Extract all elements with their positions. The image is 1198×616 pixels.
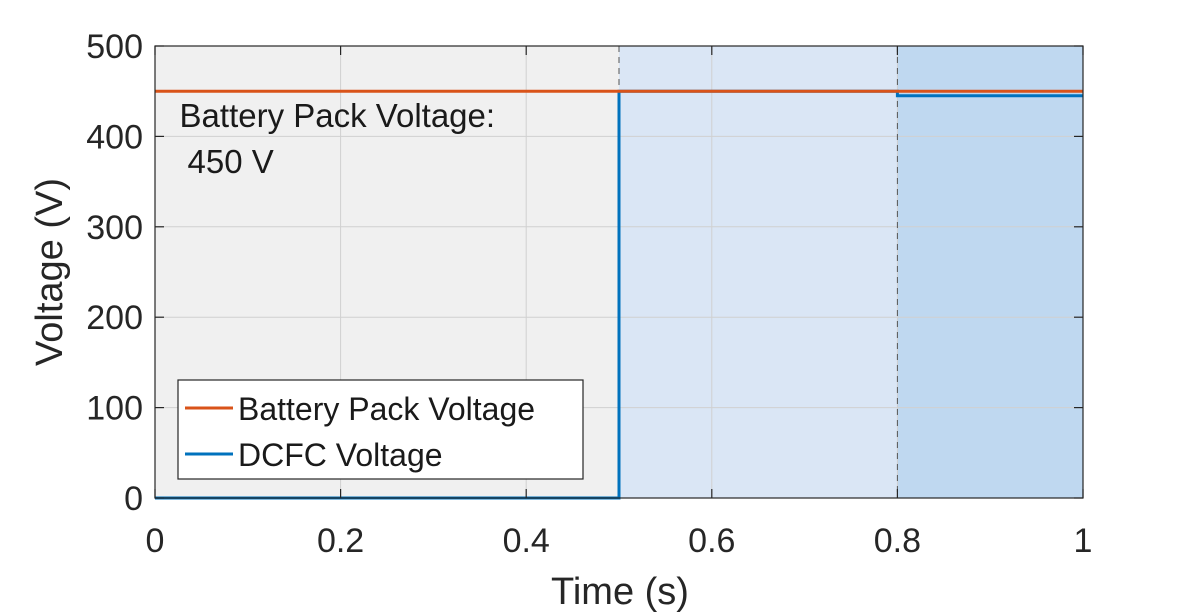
region-1: [619, 46, 898, 498]
x-tick-label-4: 0.8: [874, 522, 921, 560]
x-tick-label-1: 0.2: [317, 522, 364, 560]
y-tick-label-5: 500: [86, 28, 143, 66]
legend-label-battery: Battery Pack Voltage: [238, 391, 535, 427]
y-ticks: 0 100 200 300 400 500: [86, 28, 1083, 518]
y-tick-label-2: 200: [86, 299, 143, 337]
x-axis-label: Time (s): [551, 571, 689, 613]
legend-label-dcfc: DCFC Voltage: [238, 437, 443, 473]
y-tick-label-0: 0: [124, 480, 143, 518]
x-tick-label-3: 0.6: [688, 522, 735, 560]
y-tick-label-1: 100: [86, 390, 143, 428]
x-ticks: 0 0.2 0.4 0.6 0.8 1: [146, 46, 1093, 560]
region-2: [897, 46, 1083, 498]
x-tick-label-2: 0.4: [503, 522, 550, 560]
x-tick-label-5: 1: [1074, 522, 1093, 560]
annotation-line-2: 450 V: [188, 143, 274, 180]
y-tick-label-4: 400: [86, 118, 143, 156]
legend-box: [177, 379, 584, 480]
x-tick-label-0: 0: [146, 522, 165, 560]
y-tick-label-3: 300: [86, 209, 143, 247]
legend: Battery Pack Voltage DCFC Voltage: [177, 379, 584, 480]
axes-box: [154, 45, 1084, 499]
y-axis-label: Voltage (V): [29, 178, 71, 366]
annotation-line-1: Battery Pack Voltage:: [180, 97, 496, 134]
